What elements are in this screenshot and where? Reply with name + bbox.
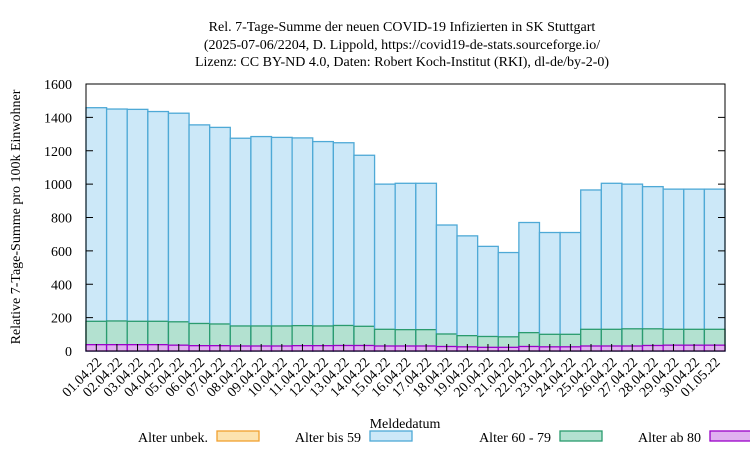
bar-alter-bis-59-22-04-22 (518, 221, 541, 352)
bar-alter-bis-59-24-04-22 (559, 231, 582, 352)
bar-alter-bis-59-04-04-22 (147, 110, 170, 352)
bar-alter-bis-59-18-04-22 (435, 224, 458, 352)
bar-alter-bis-59-14-04-22 (353, 154, 376, 352)
bars-layer (85, 107, 726, 352)
bar-alter-bis-59-08-04-22 (229, 137, 252, 352)
y-tick-label: 1400 (44, 111, 72, 126)
bar-alter-bis-59-17-04-22 (415, 182, 438, 352)
bar-alter-bis-59-13-04-22 (332, 142, 355, 352)
title-line-1: Rel. 7-Tage-Summe der neuen COVID-19 Inf… (209, 20, 596, 35)
legend-swatch-alter-60-79 (559, 430, 603, 442)
bar-alter-bis-59-16-04-22 (394, 182, 417, 352)
legend-label-alter-unbek-: Alter unbek. (138, 431, 208, 446)
bar-alter-bis-59-09-04-22 (250, 135, 273, 352)
y-tick-label: 1600 (44, 78, 72, 93)
bar-alter-bis-59-05-04-22 (167, 112, 190, 352)
y-axis-label: Relative 7-Tage-Summe pro 100k Einwohner (9, 89, 24, 344)
title-line-3: Lizenz: CC BY-ND 4.0, Daten: Robert Koch… (195, 55, 609, 70)
title-line-2: (2025-07-06/2204, D. Lippold, https://co… (204, 38, 600, 53)
plot-frame (85, 83, 726, 352)
bar-alter-bis-59-01-05-22 (703, 188, 726, 352)
bar-alter-bis-59-12-04-22 (312, 140, 334, 352)
bar-alter-bis-59-26-04-22 (600, 182, 623, 352)
bar-alter-bis-59-30-04-22 (683, 188, 706, 352)
legend-label-alter-bis-59: Alter bis 59 (295, 431, 361, 446)
bar-alter-bis-59-23-04-22 (538, 231, 561, 352)
chart-title: Rel. 7-Tage-Summe der neuen COVID-19 Inf… (195, 20, 609, 70)
bar-alter-bis-59-10-04-22 (270, 136, 293, 352)
bar-alter-bis-59-19-04-22 (456, 235, 479, 352)
legend-swatch-alter-ab-80 (709, 430, 750, 442)
bar-alter-bis-59-27-04-22 (621, 183, 644, 352)
bar-alter-bis-59-07-04-22 (209, 126, 231, 352)
y-tick-label: 800 (51, 212, 72, 227)
bar-alter-bis-59-29-04-22 (662, 188, 685, 352)
bar-alter-bis-59-06-04-22 (188, 124, 211, 352)
y-tick-label: 1200 (44, 145, 72, 160)
y-tick-label: 1000 (44, 178, 72, 193)
y-tick-label: 400 (51, 278, 72, 293)
bar-alter-bis-59-01-04-22 (85, 107, 108, 352)
bar-alter-bis-59-11-04-22 (291, 137, 314, 352)
legend-swatch-alter-unbek- (216, 430, 260, 442)
x-axis-ticks: 01.04.2202.04.2203.04.2204.04.2205.04.22… (60, 344, 724, 400)
legend-label-alter-ab-80: Alter ab 80 (638, 431, 701, 446)
x-axis-label: Meldedatum (370, 417, 441, 432)
legend-swatch-alter-bis-59 (369, 430, 413, 442)
y-tick-label: 200 (51, 312, 72, 327)
bar-alter-bis-59-28-04-22 (641, 185, 664, 352)
legend-label-alter-60-79: Alter 60 - 79 (479, 431, 551, 446)
bar-alter-bis-59-02-04-22 (105, 108, 128, 352)
legend: Alter unbek. Alter bis 59 Alter 60 - 79 Alt… (138, 430, 750, 446)
bar-alter-bis-59-03-04-22 (126, 108, 149, 352)
bar-alter-bis-59-15-04-22 (373, 183, 396, 352)
y-tick-label: 600 (51, 245, 72, 260)
bar-alter-bis-59-20-04-22 (476, 245, 499, 352)
y-tick-label: 0 (65, 345, 72, 360)
bar-alter-bis-59-25-04-22 (580, 189, 602, 352)
